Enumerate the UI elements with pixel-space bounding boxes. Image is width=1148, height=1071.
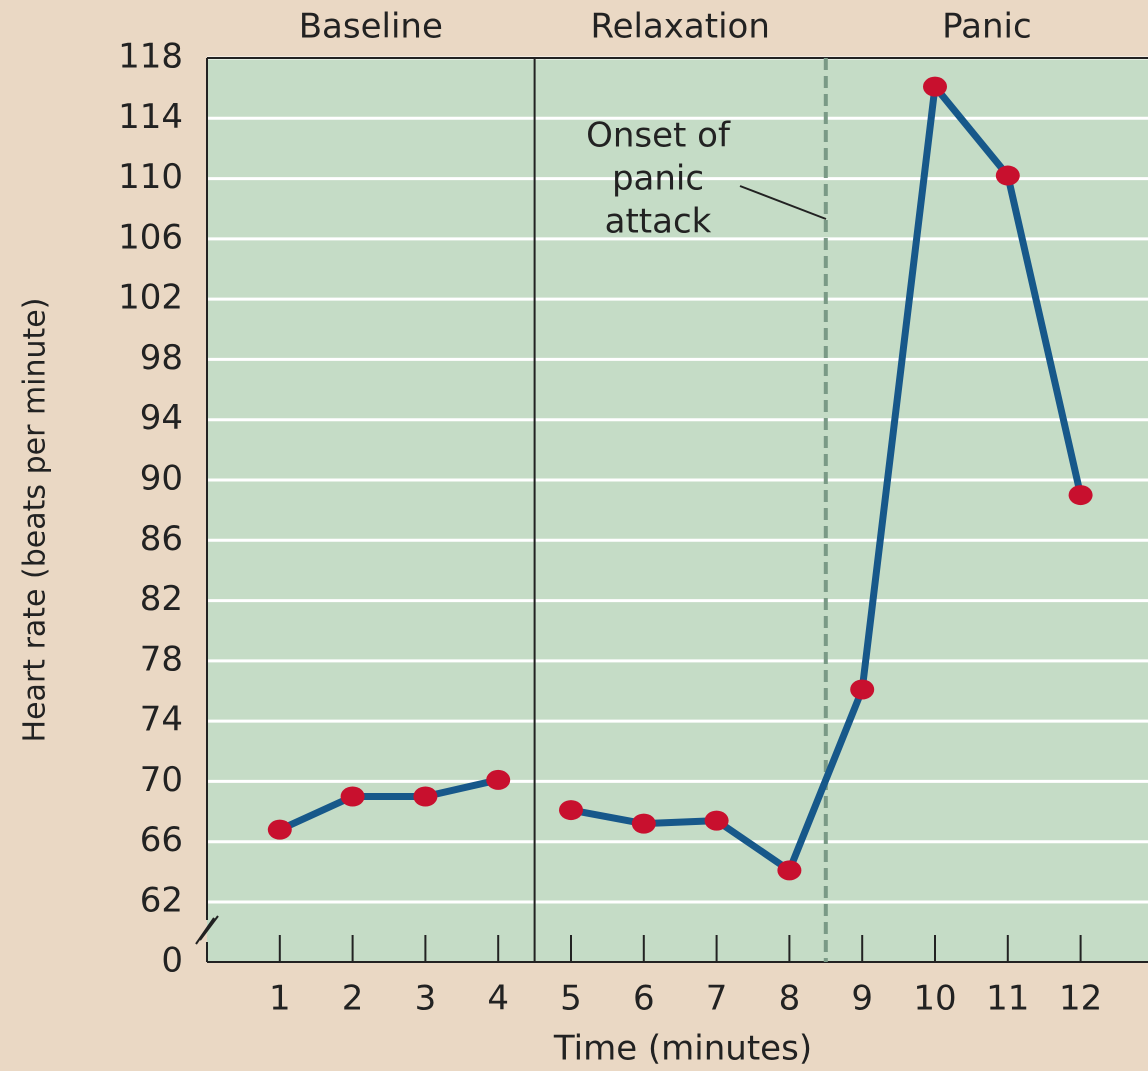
y-tick-label: 94	[140, 398, 183, 438]
x-tick-label: 11	[986, 979, 1029, 1019]
data-point	[995, 165, 1020, 186]
data-point	[340, 786, 365, 807]
data-point	[923, 76, 947, 97]
y-tick-label: 110	[118, 157, 183, 197]
y-tick-label: 86	[140, 519, 183, 559]
y-tick-label: 78	[140, 639, 183, 679]
phase-label: Baseline	[299, 7, 443, 47]
y-tick-label: 102	[118, 278, 183, 318]
x-tick-label: 7	[706, 979, 728, 1019]
y-tick-label: 74	[140, 700, 183, 740]
frame	[195, 57, 1148, 963]
data-line	[570, 83, 1085, 874]
y-tick-label: 82	[140, 579, 183, 619]
x-tick-label: 2	[342, 979, 364, 1019]
y-tick-label: 106	[118, 217, 183, 257]
x-tick-label: 8	[779, 979, 801, 1019]
annotation-leader	[739, 185, 827, 220]
y-tick-label: 62	[140, 881, 183, 921]
data-point	[413, 786, 438, 807]
y-tick-label: 66	[140, 820, 183, 860]
x-tick-label: 1	[269, 979, 291, 1019]
data-point	[486, 769, 511, 790]
x-tick-label: 5	[560, 979, 582, 1019]
y-tick-label: 70	[140, 760, 183, 800]
data-point	[704, 810, 729, 831]
x-tick-label: 12	[1059, 979, 1102, 1019]
y-tick-label: 90	[140, 459, 183, 499]
data-point	[631, 813, 656, 834]
x-tick-label: 6	[633, 979, 655, 1019]
data-point	[1068, 485, 1093, 506]
annotation: Onset of	[586, 116, 731, 156]
y-axis-label: Heart rate (beats per minute)	[18, 298, 53, 743]
phase-label: Panic	[942, 7, 1032, 47]
data-point	[850, 679, 875, 700]
y-tick-label: 118	[118, 37, 183, 77]
data-point	[267, 819, 292, 840]
data-line	[278, 776, 499, 833]
x-tick-label: 10	[913, 979, 956, 1019]
phase-label: Relaxation	[591, 7, 770, 47]
y-tick-label: 98	[140, 338, 183, 378]
annotation: attack	[605, 202, 712, 242]
x-tick-label: 4	[487, 979, 509, 1019]
data-point	[777, 860, 802, 881]
x-tick-label: 9	[851, 979, 873, 1019]
y-tick-label: 114	[118, 97, 183, 137]
x-axis-label: Time (minutes)	[553, 1029, 812, 1069]
axis-break	[195, 915, 219, 945]
x-tick-label: 3	[415, 979, 437, 1019]
plot-area	[207, 58, 1148, 962]
data-point	[559, 800, 583, 821]
annotation: panic	[612, 159, 704, 199]
y-tick-label: 0	[161, 941, 183, 981]
